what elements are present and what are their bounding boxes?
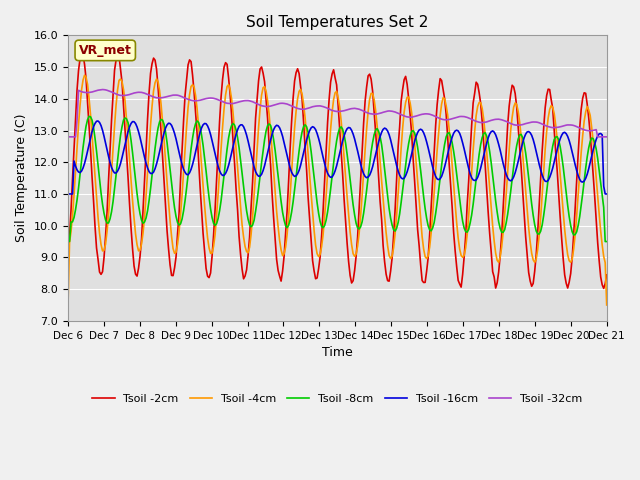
Line: Tsoil -8cm: Tsoil -8cm — [68, 116, 607, 241]
Line: Tsoil -16cm: Tsoil -16cm — [68, 121, 607, 194]
Tsoil -32cm — [253, 101, 261, 107]
Tsoil -4cm — [64, 302, 72, 308]
Tsoil -32cm — [244, 98, 252, 104]
Tsoil -16cm — [301, 144, 309, 149]
X-axis label: Time: Time — [322, 346, 353, 359]
Tsoil -2cm — [77, 48, 85, 54]
Tsoil -16cm — [132, 120, 140, 126]
Tsoil -16cm — [94, 118, 102, 124]
Y-axis label: Soil Temperature (C): Soil Temperature (C) — [15, 114, 28, 242]
Tsoil -2cm — [64, 253, 72, 259]
Tsoil -32cm — [64, 134, 72, 140]
Tsoil -8cm — [64, 239, 72, 244]
Line: Tsoil -4cm: Tsoil -4cm — [68, 75, 607, 305]
Tsoil -2cm — [603, 272, 611, 278]
Tsoil -8cm — [253, 198, 261, 204]
Tsoil -4cm — [253, 147, 261, 153]
Tsoil -8cm — [603, 239, 611, 244]
Tsoil -2cm — [253, 96, 261, 102]
Tsoil -2cm — [132, 271, 140, 277]
Tsoil -8cm — [574, 222, 582, 228]
Tsoil -4cm — [132, 231, 140, 237]
Tsoil -2cm — [574, 151, 582, 156]
Tsoil -8cm — [132, 178, 140, 183]
Legend: Tsoil -2cm, Tsoil -4cm, Tsoil -8cm, Tsoil -16cm, Tsoil -32cm: Tsoil -2cm, Tsoil -4cm, Tsoil -8cm, Tsoi… — [88, 389, 587, 408]
Tsoil -16cm — [253, 172, 261, 178]
Tsoil -2cm — [301, 145, 309, 151]
Tsoil -32cm — [574, 124, 582, 130]
Tsoil -4cm — [301, 115, 309, 120]
Title: Soil Temperatures Set 2: Soil Temperatures Set 2 — [246, 15, 429, 30]
Tsoil -4cm — [603, 302, 611, 308]
Tsoil -8cm — [85, 113, 93, 119]
Line: Tsoil -2cm: Tsoil -2cm — [68, 51, 607, 288]
Line: Tsoil -32cm: Tsoil -32cm — [68, 90, 607, 137]
Tsoil -4cm — [81, 72, 88, 78]
Tsoil -4cm — [226, 86, 234, 92]
Text: VR_met: VR_met — [79, 44, 132, 57]
Tsoil -32cm — [301, 106, 309, 112]
Tsoil -32cm — [132, 90, 140, 96]
Tsoil -8cm — [301, 122, 309, 128]
Tsoil -4cm — [574, 192, 582, 197]
Tsoil -16cm — [64, 191, 72, 197]
Tsoil -8cm — [244, 216, 252, 222]
Tsoil -16cm — [603, 191, 611, 197]
Tsoil -4cm — [244, 250, 252, 255]
Tsoil -16cm — [226, 156, 234, 162]
Tsoil -32cm — [226, 101, 234, 107]
Tsoil -2cm — [226, 91, 234, 97]
Tsoil -32cm — [99, 87, 106, 93]
Tsoil -2cm — [600, 286, 607, 291]
Tsoil -32cm — [603, 134, 611, 140]
Tsoil -8cm — [226, 127, 234, 133]
Tsoil -16cm — [574, 173, 582, 179]
Tsoil -2cm — [244, 252, 252, 258]
Tsoil -16cm — [244, 138, 252, 144]
